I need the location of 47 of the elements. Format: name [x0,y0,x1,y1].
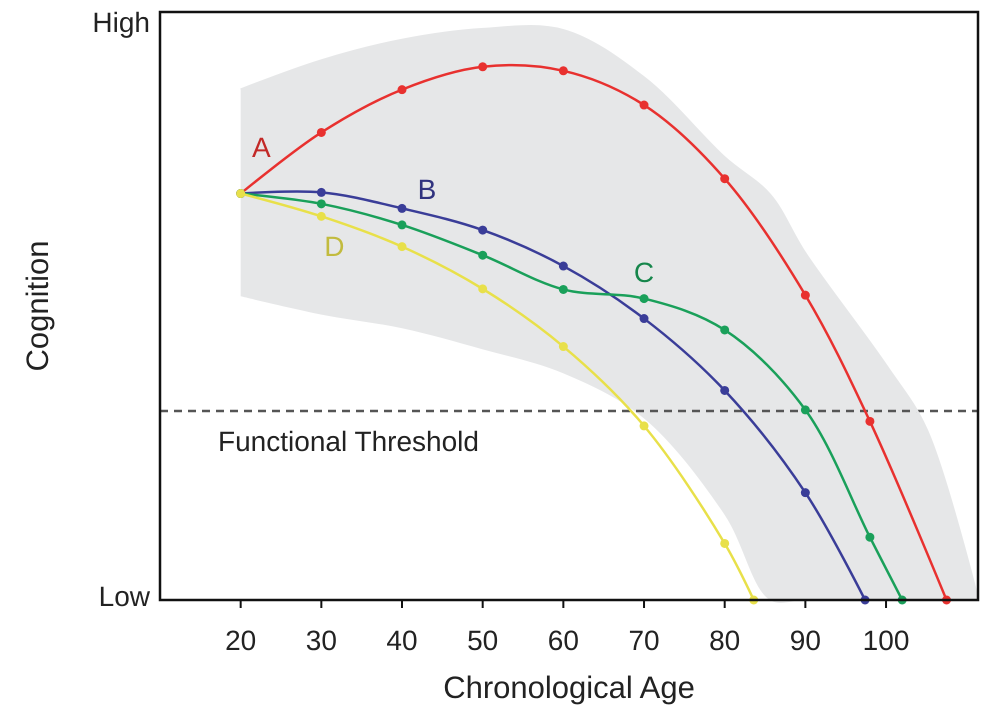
point [478,226,488,235]
point [398,204,407,213]
point [720,386,730,395]
point [720,174,730,184]
x-tick-label: 80 [709,625,740,656]
series-label: C [634,256,654,288]
point [398,220,407,230]
y-axis-title: Cognition [20,240,55,372]
x-tick-label: 70 [628,625,660,656]
ref-line-label: Functional Threshold [218,426,479,458]
point [720,325,730,334]
point [640,421,649,430]
point [865,532,874,542]
point [558,66,568,76]
point [558,284,568,294]
x-tick-label: 30 [306,625,337,656]
x-tick-label: 50 [467,625,498,656]
point [640,314,649,324]
point [316,199,326,208]
x-tick-label: 20 [225,625,256,656]
x-tick-label: 60 [548,625,579,656]
x-tick-label: 40 [386,625,418,656]
point [316,128,326,137]
point [800,405,810,414]
point [316,188,326,197]
series-label: A [252,132,271,163]
point [398,242,407,252]
point [478,62,488,72]
point [800,290,810,300]
point [558,262,568,271]
x-tick-label: 100 [862,625,910,656]
point [640,100,649,110]
text: Low [98,581,151,612]
series-label: D [324,230,344,262]
point [720,538,730,548]
point [800,488,810,498]
point [865,416,874,426]
x-axis-title: Chronological Age [443,670,695,705]
point [640,294,649,304]
text: High [92,7,150,38]
series-label: B [418,174,436,205]
point [398,85,407,94]
point [316,212,326,221]
x-tick-label: 90 [790,625,821,656]
point [558,342,568,352]
point [478,284,488,294]
point [478,250,488,260]
